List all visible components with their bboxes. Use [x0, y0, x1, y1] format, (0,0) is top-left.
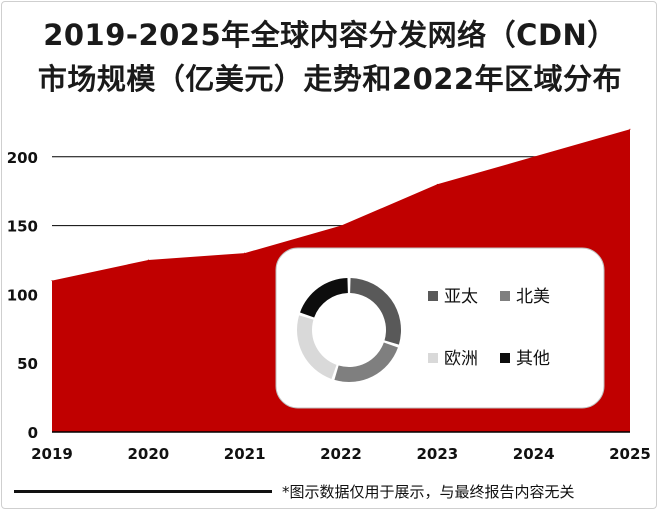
area-point-2024 [533, 156, 535, 158]
x-tick-label-2025: 2025 [609, 445, 651, 463]
legend-label-其他: 其他 [516, 349, 550, 369]
x-tick-label-2020: 2020 [127, 445, 169, 463]
legend-swatch-欧洲 [428, 353, 438, 363]
y-tick-label-100: 100 [7, 286, 38, 304]
x-tick-label-2024: 2024 [513, 445, 555, 463]
y-tick-label-150: 150 [7, 218, 38, 236]
area-point-2023 [436, 183, 438, 185]
y-tick-label-50: 50 [17, 355, 38, 373]
legend-swatch-北美 [500, 291, 510, 301]
donut-slice-北美 [334, 342, 398, 382]
inset-card [275, 247, 605, 409]
donut-slice-欧洲 [297, 315, 337, 379]
donut-slice-其他 [300, 278, 348, 318]
x-axis: 2019 2020 2021 2022 2023 2024 2025 [31, 431, 651, 463]
y-tick-label-0: 0 [28, 424, 38, 442]
area-point-2021 [244, 252, 246, 254]
legend-label-北美: 北美 [516, 287, 550, 307]
area-point-2020 [147, 259, 149, 261]
area-point-2022 [340, 225, 342, 227]
y-axis: 0 50 100 150 200 [7, 149, 38, 442]
y-tick-label-200: 200 [7, 149, 38, 167]
x-tick-label-2022: 2022 [320, 445, 362, 463]
legend-swatch-亚太 [428, 291, 438, 301]
donut-slice-亚太 [350, 278, 401, 345]
chart-title-line-2: 市场规模（亿美元）走势和2022年区域分布 [37, 62, 623, 96]
footer-rule [14, 490, 272, 493]
x-tick-label-2021: 2021 [224, 445, 266, 463]
chart-title-line-1: 2019-2025年全球内容分发网络（CDN） [43, 18, 617, 52]
area-point-2025 [629, 128, 631, 130]
x-tick-label-2019: 2019 [31, 445, 73, 463]
legend-label-亚太: 亚太 [444, 287, 478, 307]
footnote: *图示数据仅用于展示，与最终报告内容无关 [282, 483, 575, 501]
legend-label-欧洲: 欧洲 [444, 349, 478, 369]
legend-swatch-其他 [500, 353, 510, 363]
x-tick-label-2023: 2023 [416, 445, 458, 463]
area-point-2019 [51, 280, 53, 282]
